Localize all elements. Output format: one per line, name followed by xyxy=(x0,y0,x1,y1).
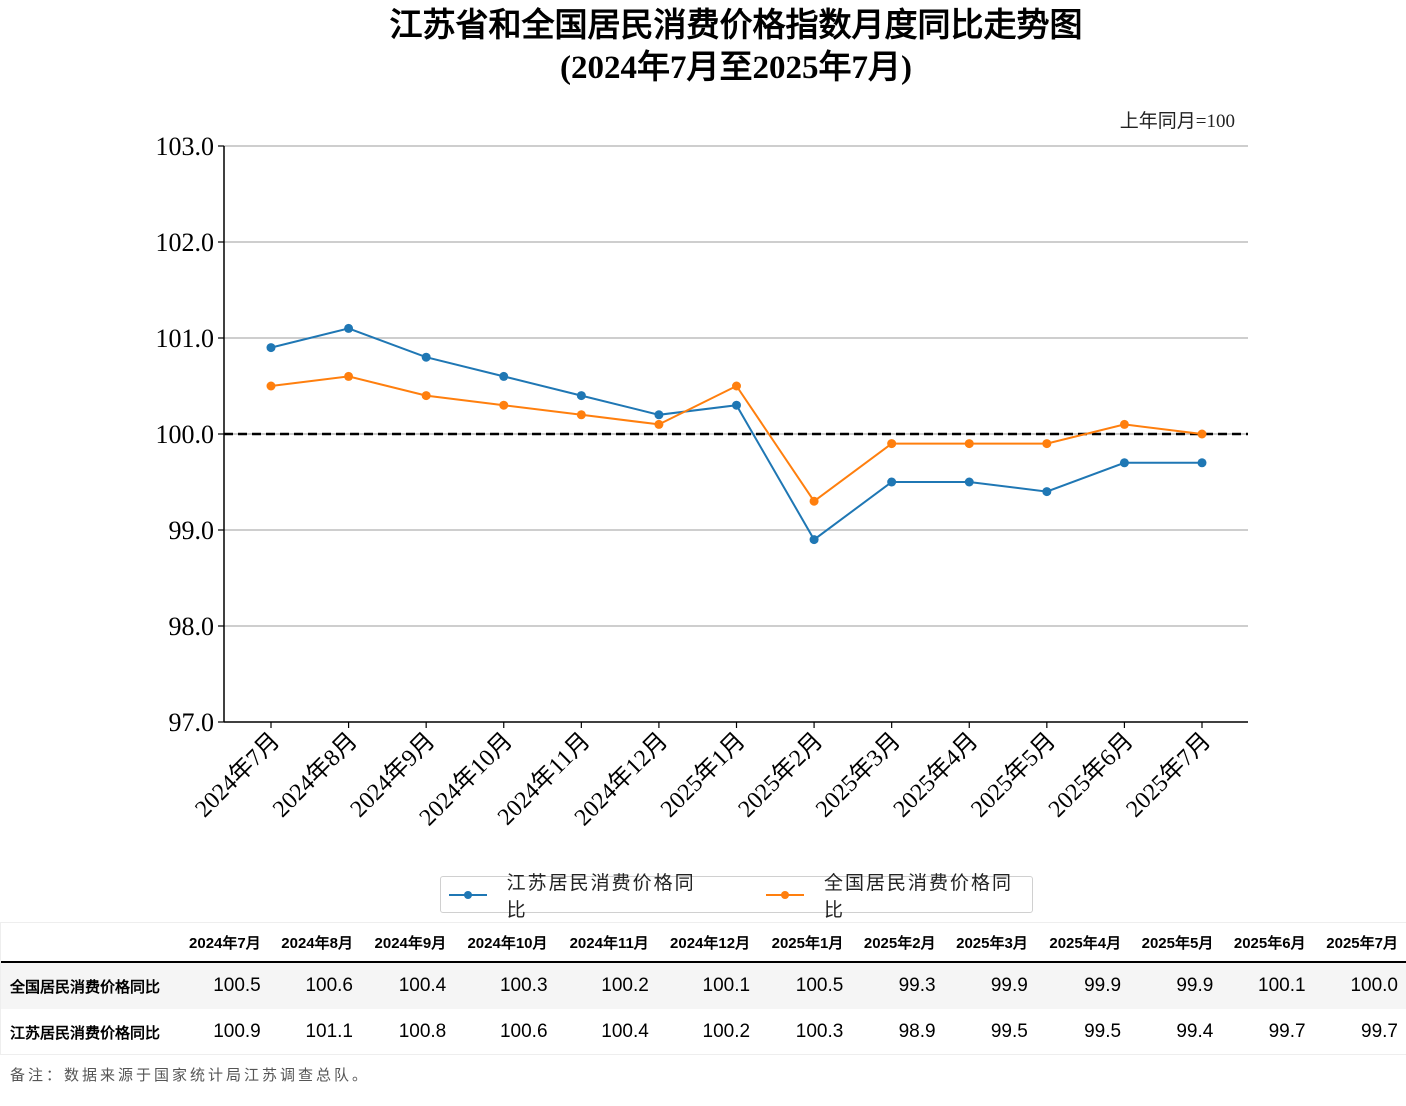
legend: 江苏居民消费价格同比 全国居民消费价格同比 xyxy=(440,873,1033,921)
data-point[interactable] xyxy=(266,381,276,391)
table-row-label: 全国居民消费价格同比 xyxy=(1,962,178,1009)
data-point[interactable] xyxy=(266,343,276,353)
data-point[interactable] xyxy=(1042,487,1052,497)
data-point[interactable] xyxy=(732,381,741,391)
data-point[interactable] xyxy=(1197,458,1207,468)
series-line xyxy=(270,375,1203,503)
table-cell: 100.2 xyxy=(702,1021,751,1042)
data-point[interactable] xyxy=(344,323,354,333)
table-cell: 100.5 xyxy=(177,962,269,1009)
data-point[interactable] xyxy=(654,410,664,420)
table-cell: 99.5 xyxy=(1084,1021,1122,1042)
data-point[interactable] xyxy=(499,400,509,410)
table-corner-cell xyxy=(1,923,178,963)
y-tick-label: 102.0 xyxy=(156,228,215,257)
table-cell: 100.4 xyxy=(361,962,455,1009)
legend-swatch-national xyxy=(766,890,804,900)
table-cell: 100.1 xyxy=(656,962,759,1009)
data-point[interactable] xyxy=(576,410,586,420)
data-point[interactable] xyxy=(499,371,509,381)
data-table-container: 2024年7月 2024年8月 2024年9月 2024年10月 2024年11月 202… xyxy=(0,922,1406,1055)
chart-title: 江苏省和全国居民消费价格指数月度同比走势图 xyxy=(389,8,1083,44)
legend-swatch-jiangsu xyxy=(449,890,487,900)
legend-label-jiangsu: 江苏居民消费价格同比 xyxy=(506,872,696,921)
data-point[interactable] xyxy=(421,391,431,401)
table-cell: 100.3 xyxy=(795,1021,844,1042)
table-cell: 99.4 xyxy=(1176,1021,1214,1042)
y-tick-label: 97.0 xyxy=(169,708,215,737)
y-tick-label: 98.0 xyxy=(169,612,215,641)
table-cell: 101.1 xyxy=(305,1021,353,1042)
data-table: 2024年7月 2024年8月 2024年9月 2024年10月 2024年11月 202… xyxy=(1,923,1406,1055)
table-cell: 100.6 xyxy=(268,962,361,1009)
table-cell: 100.4 xyxy=(601,1021,649,1042)
table-cell: 100.1 xyxy=(1221,962,1314,1009)
data-point[interactable] xyxy=(964,477,974,487)
table-cell: 98.9 xyxy=(898,1021,936,1042)
table-header-row: 2024年7月 2024年8月 2024年9月 2024年10月 2024年11月 202… xyxy=(1,923,1406,963)
data-point[interactable] xyxy=(964,439,974,449)
data-point[interactable] xyxy=(344,371,354,381)
table-cell: 99.9 xyxy=(943,962,1036,1009)
data-point[interactable] xyxy=(809,535,819,545)
source-note: 备注：数据来源于国家统计局江苏调查总队。 xyxy=(10,1068,371,1084)
data-point[interactable] xyxy=(1119,419,1129,429)
data-point[interactable] xyxy=(654,419,664,429)
table-row: 全国居民消费价格同比 100.5 100.6 100.4 100.3 100.2 100.1… xyxy=(1,962,1406,1009)
table-header-cell: 2024年7月 xyxy=(177,923,269,963)
table-header-cell: 2025年3月 xyxy=(943,923,1036,963)
y-tick-label: 100.0 xyxy=(156,420,215,449)
x-axis-ticks: 2024年7月2024年8月2024年9月2024年10月2024年11月202… xyxy=(190,722,1216,831)
series-national xyxy=(266,371,1207,506)
table-cell: 99.5 xyxy=(990,1021,1028,1042)
table-cell: 100.2 xyxy=(555,962,657,1009)
data-point[interactable] xyxy=(1197,429,1207,439)
line-chart: 97.0 98.0 99.0 100.0 101.0 102.0 103.0 2024年7月… xyxy=(156,132,1248,831)
table-cell: 99.9 xyxy=(1129,962,1222,1009)
table-cell: 100.9 xyxy=(213,1021,261,1042)
legend-label-national: 全国居民消费价格同比 xyxy=(823,872,1013,921)
y-tick-label: 103.0 xyxy=(156,132,215,161)
series-group xyxy=(266,323,1207,545)
table-header-cell: 2025年5月 xyxy=(1129,923,1222,963)
table-header-cell: 2024年11月 xyxy=(555,923,657,963)
table-row: 江苏居民消费价格同比 100.9 101.1 100.8 100.6 100.4 100.2… xyxy=(1,1009,1406,1055)
table-row-label: 江苏居民消费价格同比 xyxy=(10,1024,161,1042)
table-cell: 99.7 xyxy=(1268,1021,1306,1042)
table-cell: 100.0 xyxy=(1313,962,1406,1009)
x-tick-label: 2025年7月 xyxy=(1121,727,1216,822)
table-header-cell: 2025年6月 xyxy=(1221,923,1314,963)
table-cell: 100.5 xyxy=(758,962,852,1009)
series-jiangsu xyxy=(266,323,1207,545)
table-cell: 99.9 xyxy=(1035,962,1130,1009)
table-header-cell: 2025年2月 xyxy=(851,923,944,963)
y-tick-label: 101.0 xyxy=(156,324,215,353)
table-cell: 100.8 xyxy=(398,1021,447,1042)
data-point[interactable] xyxy=(887,439,897,449)
table-header-cell: 2025年7月 xyxy=(1313,923,1406,963)
legend-item-national[interactable]: 全国居民消费价格同比 xyxy=(758,868,1032,922)
table-header-cell: 2024年9月 xyxy=(361,923,455,963)
data-point[interactable] xyxy=(1119,458,1129,468)
y-tick-label: 99.0 xyxy=(169,516,215,545)
data-point[interactable] xyxy=(576,391,586,401)
table-header-cell: 2024年10月 xyxy=(454,923,556,963)
table-header-cell: 2024年12月 xyxy=(656,923,759,963)
table-header-cell: 2024年8月 xyxy=(268,923,361,963)
data-point[interactable] xyxy=(887,477,897,487)
data-point[interactable] xyxy=(421,352,431,362)
table-cell: 99.7 xyxy=(1361,1021,1398,1042)
chart-subtitle: (2024年7月至2025年7月) xyxy=(560,50,912,86)
table-header-cell: 2025年1月 xyxy=(758,923,852,963)
table-header-cell: 2025年4月 xyxy=(1035,923,1130,963)
data-point[interactable] xyxy=(809,496,819,506)
y-axis-ticks: 97.0 98.0 99.0 100.0 101.0 102.0 103.0 xyxy=(156,132,224,737)
table-cell: 100.3 xyxy=(454,962,556,1009)
table-cell: 99.3 xyxy=(851,962,944,1009)
data-point[interactable] xyxy=(732,400,741,410)
table-cell: 100.6 xyxy=(499,1021,548,1042)
data-point[interactable] xyxy=(1042,439,1052,449)
legend-item-jiangsu[interactable]: 江苏居民消费价格同比 xyxy=(441,868,758,922)
unit-note: 上年同月=100 xyxy=(1119,111,1235,132)
